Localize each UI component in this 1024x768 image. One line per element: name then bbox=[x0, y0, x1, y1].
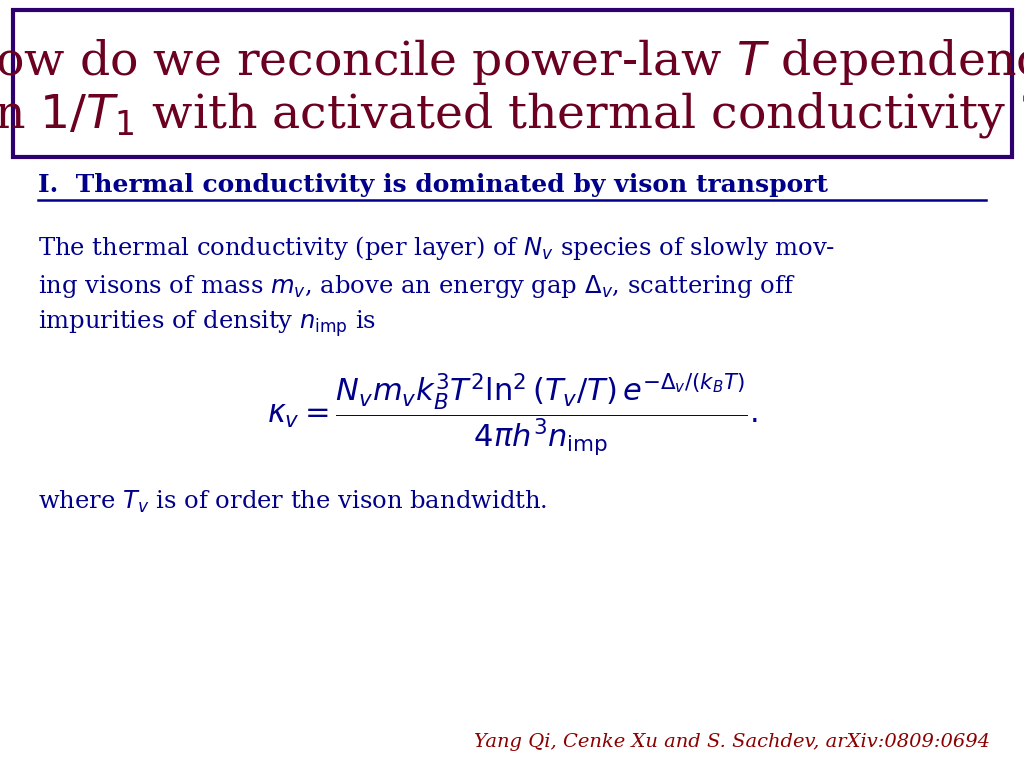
Text: where $T_v$ is of order the vison bandwidth.: where $T_v$ is of order the vison bandwi… bbox=[38, 489, 548, 515]
FancyBboxPatch shape bbox=[13, 10, 1012, 157]
Text: in $\mathit{1/T_1}$ with activated thermal conductivity ?: in $\mathit{1/T_1}$ with activated therm… bbox=[0, 90, 1024, 140]
Text: impurities of density $n_\mathrm{imp}$ is: impurities of density $n_\mathrm{imp}$ i… bbox=[38, 309, 376, 339]
Text: Yang Qi, Cenke Xu and S. Sachdev, arXiv:0809:0694: Yang Qi, Cenke Xu and S. Sachdev, arXiv:… bbox=[474, 733, 990, 751]
Text: ing visons of mass $m_v$, above an energy gap $\Delta_v$, scattering off: ing visons of mass $m_v$, above an energ… bbox=[38, 273, 796, 300]
Text: The thermal conductivity (per layer) of $N_v$ species of slowly mov-: The thermal conductivity (per layer) of … bbox=[38, 234, 835, 262]
Text: How do we reconcile power-law $T$ dependence: How do we reconcile power-law $T$ depend… bbox=[0, 37, 1024, 87]
Text: $\kappa_v = \dfrac{N_v m_v k_B^3 T^2 \ln^2(T_v/T)\, e^{-\Delta_v/(k_B T)}}{4\pi : $\kappa_v = \dfrac{N_v m_v k_B^3 T^2 \ln… bbox=[266, 372, 758, 458]
Text: I.  Thermal conductivity is dominated by vison transport: I. Thermal conductivity is dominated by … bbox=[38, 173, 827, 197]
